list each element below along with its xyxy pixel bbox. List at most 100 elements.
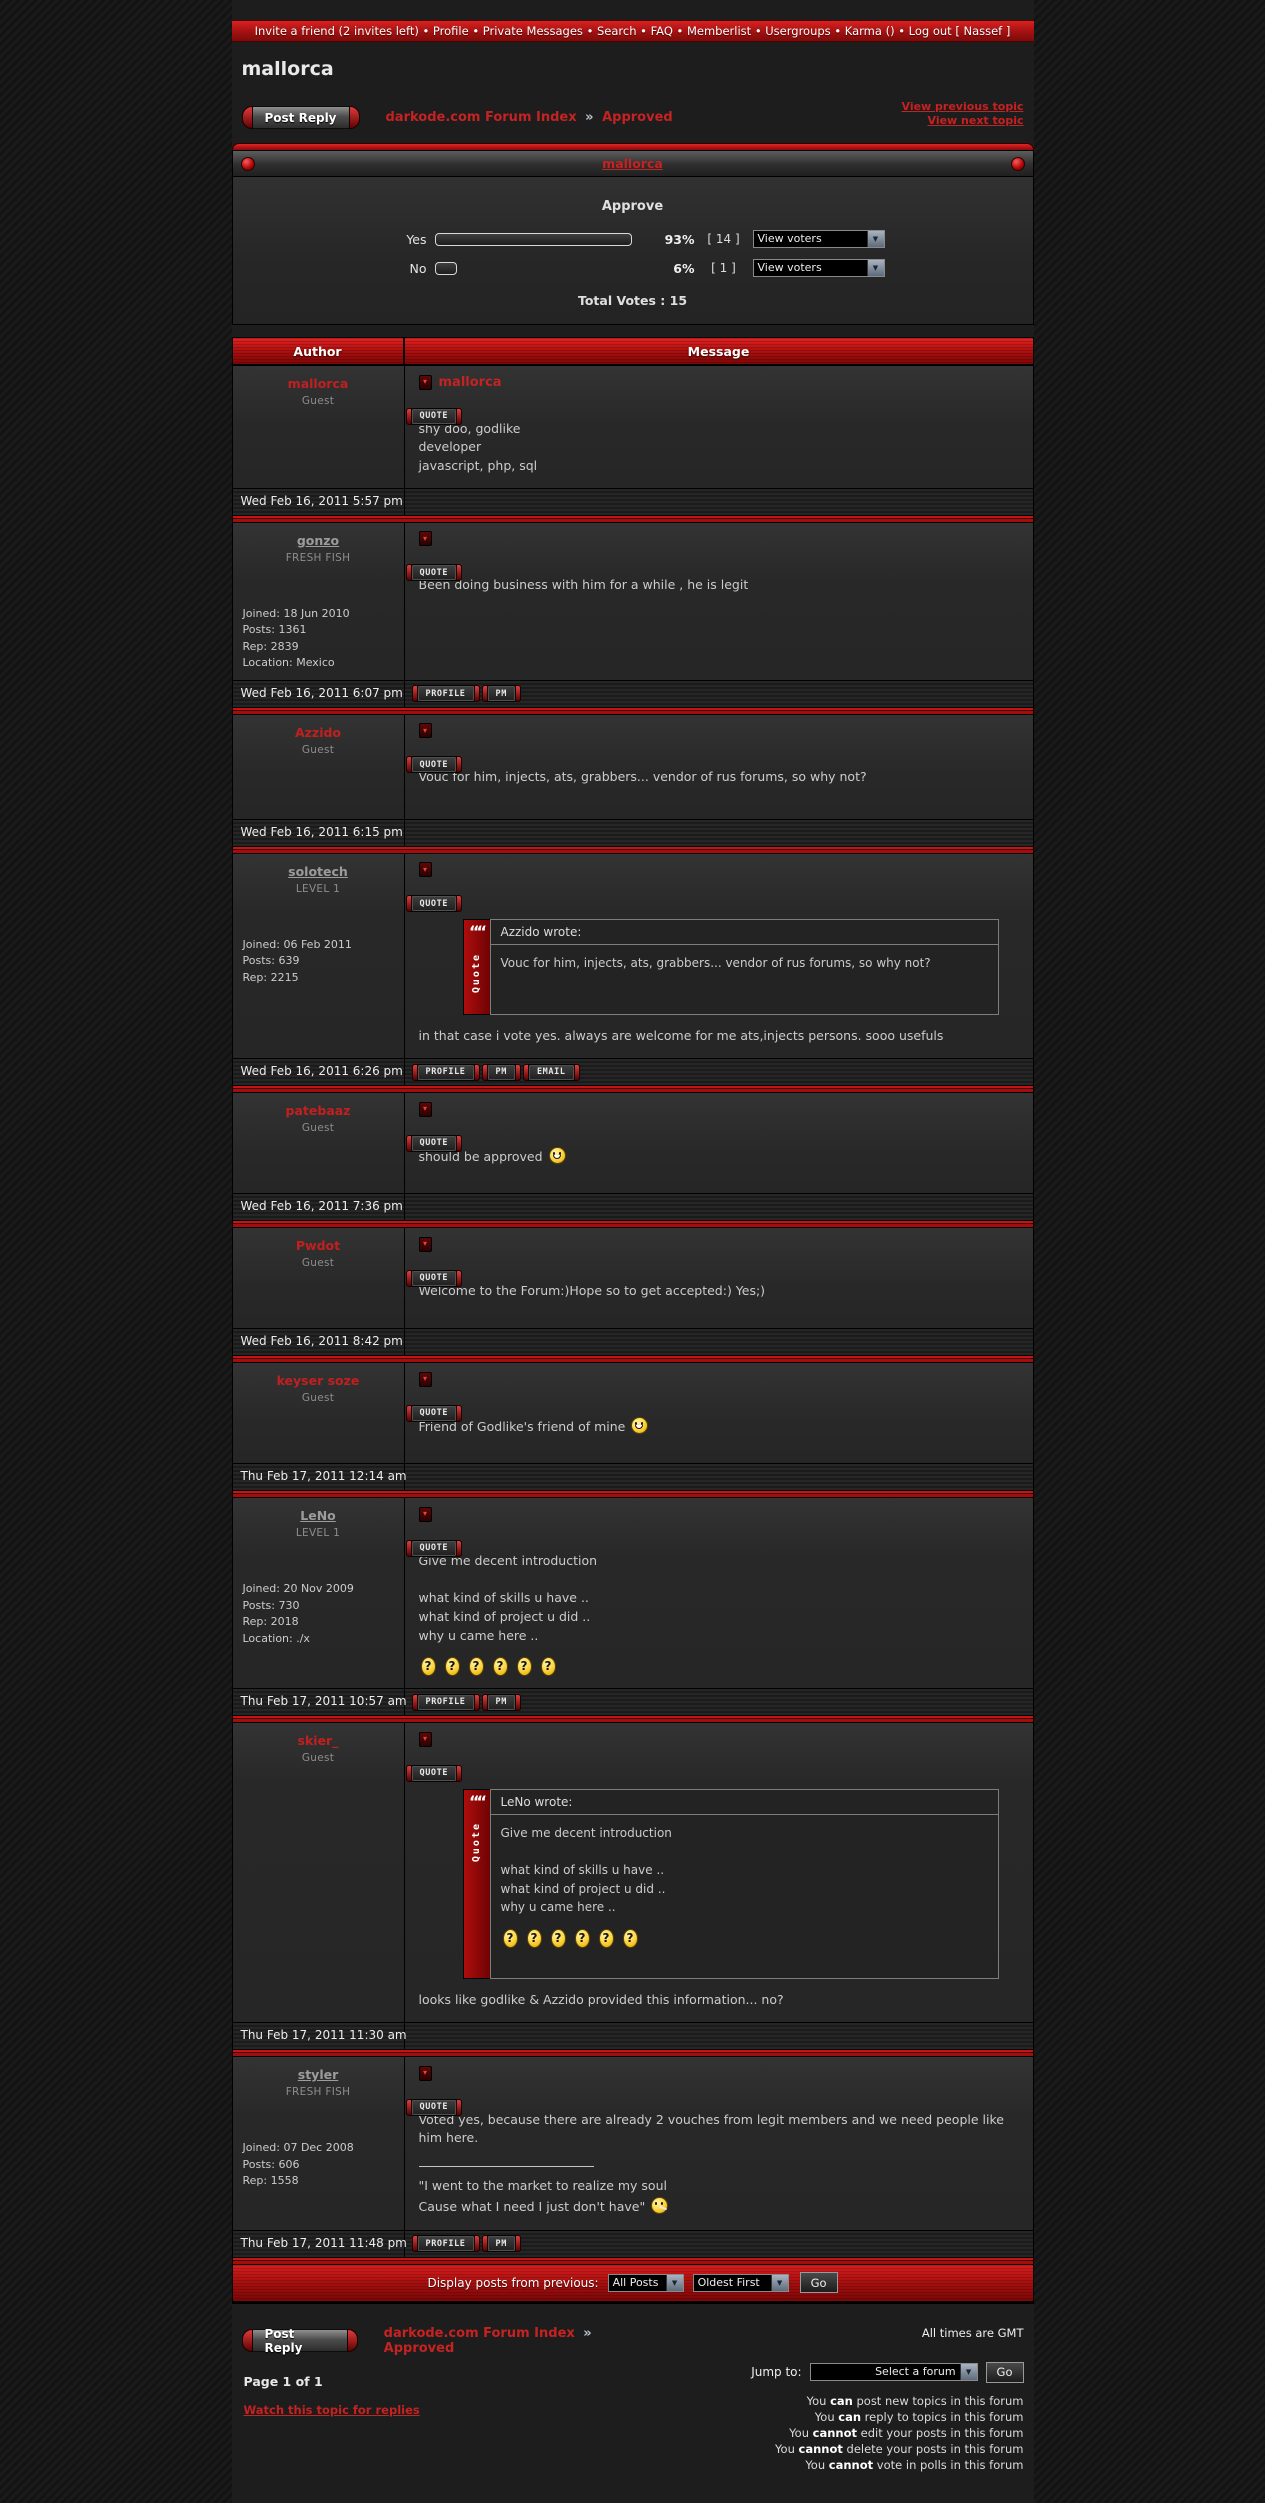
view-previous-topic-link[interactable]: View previous topic <box>901 100 1024 113</box>
breadcrumb: darkode.com Forum Index » Approved <box>384 2326 664 2356</box>
quote-button[interactable]: QUOTE <box>405 895 462 913</box>
post-icon[interactable] <box>418 531 432 547</box>
question-smiley-icon <box>516 1657 532 1677</box>
permission-line: You can reply to topics in this forum <box>814 2409 1024 2424</box>
post-icon[interactable] <box>418 1731 432 1747</box>
view-voters-select[interactable]: View voters <box>752 230 885 248</box>
pm-button[interactable]: PM <box>481 1063 522 1081</box>
author-name[interactable]: styler <box>297 2067 339 2083</box>
post-footer: Wed Feb 16, 2011 7:36 pm <box>232 1194 1033 1221</box>
profile-button[interactable]: PROFILE <box>411 1063 480 1081</box>
profile-button[interactable]: PROFILE <box>411 1693 480 1711</box>
message-cell: QUOTE Welcome to the Forum:)Hope so to g… <box>405 1228 1033 1328</box>
post-icon[interactable] <box>418 723 432 739</box>
message-cell: mallorca QUOTE shy doo, godlike develope… <box>405 366 1033 488</box>
author-rank: FRESH FISH <box>285 551 351 564</box>
author-rank: LEVEL 1 <box>295 1527 341 1539</box>
poll-bar-no <box>434 261 457 275</box>
page-title: mallorca <box>241 58 334 80</box>
email-button[interactable]: EMAIL <box>523 1063 580 1081</box>
forum-index-link[interactable]: darkode.com Forum Index <box>385 110 577 125</box>
quote-content: LeNo wrote: Give me decent introduction … <box>489 1788 999 1980</box>
post-icon[interactable] <box>418 374 432 390</box>
view-voters-select[interactable]: View voters <box>752 259 885 277</box>
author-name[interactable]: gonzo <box>296 532 340 548</box>
post-actions: PROFILE PM <box>405 1689 1033 1715</box>
select-value: View voters <box>757 232 822 245</box>
quote-button[interactable]: QUOTE <box>405 1404 462 1422</box>
pm-button[interactable]: PM <box>481 685 522 703</box>
post-body: Give me decent introduction what kind of… <box>418 1552 598 1643</box>
post-separator <box>232 2257 1033 2265</box>
post-row: skier_ Guest QUOTE ““ Quote LeNo wrote: … <box>232 1723 1033 2024</box>
post-row: Azzido Guest QUOTE Vouc for him, injects… <box>232 714 1033 820</box>
quote-button[interactable]: QUOTE <box>405 756 462 774</box>
quote-button[interactable]: QUOTE <box>405 2098 462 2116</box>
pm-button[interactable]: PM <box>481 2235 522 2253</box>
post-row: solotech LEVEL 1 Joined: 06 Feb 2011 Pos… <box>232 853 1033 1059</box>
post-reply-button[interactable]: Post Reply <box>241 2327 358 2355</box>
post-date: Wed Feb 16, 2011 6:26 pm <box>233 1059 405 1085</box>
poll-option-label: No <box>409 260 427 276</box>
post-reply-button[interactable]: Post Reply <box>241 106 360 129</box>
author-cell: gonzo FRESH FISH Joined: 18 Jun 2010 Pos… <box>233 522 405 680</box>
topic-title-link[interactable]: mallorca <box>602 156 663 171</box>
post-row: gonzo FRESH FISH Joined: 18 Jun 2010 Pos… <box>232 522 1033 681</box>
author-rank: FRESH FISH <box>285 2086 351 2099</box>
post-icon[interactable] <box>418 1101 432 1117</box>
quote-button[interactable]: QUOTE <box>405 1764 462 1782</box>
select-value: Select a forum <box>875 2365 956 2379</box>
forum-index-link[interactable]: darkode.com Forum Index <box>383 2325 575 2341</box>
forum-section-link[interactable]: Approved <box>602 110 673 125</box>
profile-button[interactable]: PROFILE <box>411 2235 480 2253</box>
quote-bar: ““ Quote <box>462 1788 490 1980</box>
quote-button[interactable]: QUOTE <box>405 407 462 425</box>
post-footer: Wed Feb 16, 2011 5:57 pm <box>232 488 1033 516</box>
poll-option-label: Yes <box>406 231 427 247</box>
author-stats: Joined: 06 Feb 2011 Posts: 639 Rep: 2215 <box>242 937 352 984</box>
top-menu-bar[interactable]: Invite a friend (2 invites left) • Profi… <box>231 20 1034 42</box>
author-cell: patebaaz Guest <box>233 1093 405 1193</box>
smiley-group <box>649 2197 670 2215</box>
post-icon[interactable] <box>418 862 432 878</box>
post-date: Wed Feb 16, 2011 6:07 pm <box>233 680 405 707</box>
watch-topic-link[interactable]: Watch this topic for replies <box>243 2402 420 2417</box>
quote-button[interactable]: QUOTE <box>405 1269 462 1287</box>
post-icon[interactable] <box>418 1506 432 1522</box>
display-posts-select[interactable]: All Posts <box>607 2273 684 2292</box>
quote-button[interactable]: QUOTE <box>405 1134 462 1152</box>
display-go-button[interactable]: Go <box>799 2272 838 2294</box>
post-row: keyser soze Guest QUOTE Friend of Godlik… <box>232 1363 1033 1464</box>
grin-smiley-icon <box>548 1146 566 1164</box>
post-icon[interactable] <box>418 2065 432 2081</box>
forum-section-link[interactable]: Approved <box>383 2340 455 2356</box>
author-name[interactable]: LeNo <box>300 1508 336 1523</box>
post-row: patebaaz Guest QUOTE should be approved <box>232 1093 1033 1194</box>
topic-nav-links: View previous topic View next topic <box>902 100 1024 129</box>
quote-box: ““ Quote Azzido wrote: Vouc for him, inj… <box>462 919 999 1016</box>
pm-button[interactable]: PM <box>481 1693 522 1711</box>
author-cell: mallorca Guest <box>233 366 405 488</box>
quote-author: Azzido wrote: <box>490 920 998 946</box>
jump-go-button[interactable]: Go <box>985 2361 1024 2383</box>
question-smiley-icon <box>502 1928 518 1948</box>
question-smiley-icon <box>492 1657 508 1677</box>
post-icon[interactable] <box>418 1236 432 1252</box>
author-rank: Guest <box>301 743 335 756</box>
view-next-topic-link[interactable]: View next topic <box>927 114 1024 128</box>
display-posts-bar: Display posts from previous: All Posts O… <box>232 2264 1033 2303</box>
breadcrumb-separator-icon: » <box>585 110 594 125</box>
quote-bar: ““ Quote <box>462 919 490 1016</box>
author-stats: Joined: 07 Dec 2008 Posts: 606 Rep: 1558 <box>242 2141 354 2188</box>
jump-to-select[interactable]: Select a forum <box>809 2363 978 2382</box>
forum-permissions: You can post new topics in this forum Yo… <box>664 2393 1024 2473</box>
quote-button[interactable]: QUOTE <box>405 564 462 582</box>
profile-button[interactable]: PROFILE <box>411 685 480 703</box>
sort-order-select[interactable]: Oldest First <box>692 2273 789 2292</box>
message-cell: QUOTE Friend of Godlike's friend of mine <box>405 1363 1033 1463</box>
post-icon[interactable] <box>418 1371 432 1387</box>
quote-button[interactable]: QUOTE <box>405 1539 462 1557</box>
message-cell: QUOTE ““ Quote Azzido wrote: Vouc for hi… <box>405 854 1033 1058</box>
author-name[interactable]: solotech <box>288 863 348 879</box>
post-separator <box>232 1716 1033 1724</box>
